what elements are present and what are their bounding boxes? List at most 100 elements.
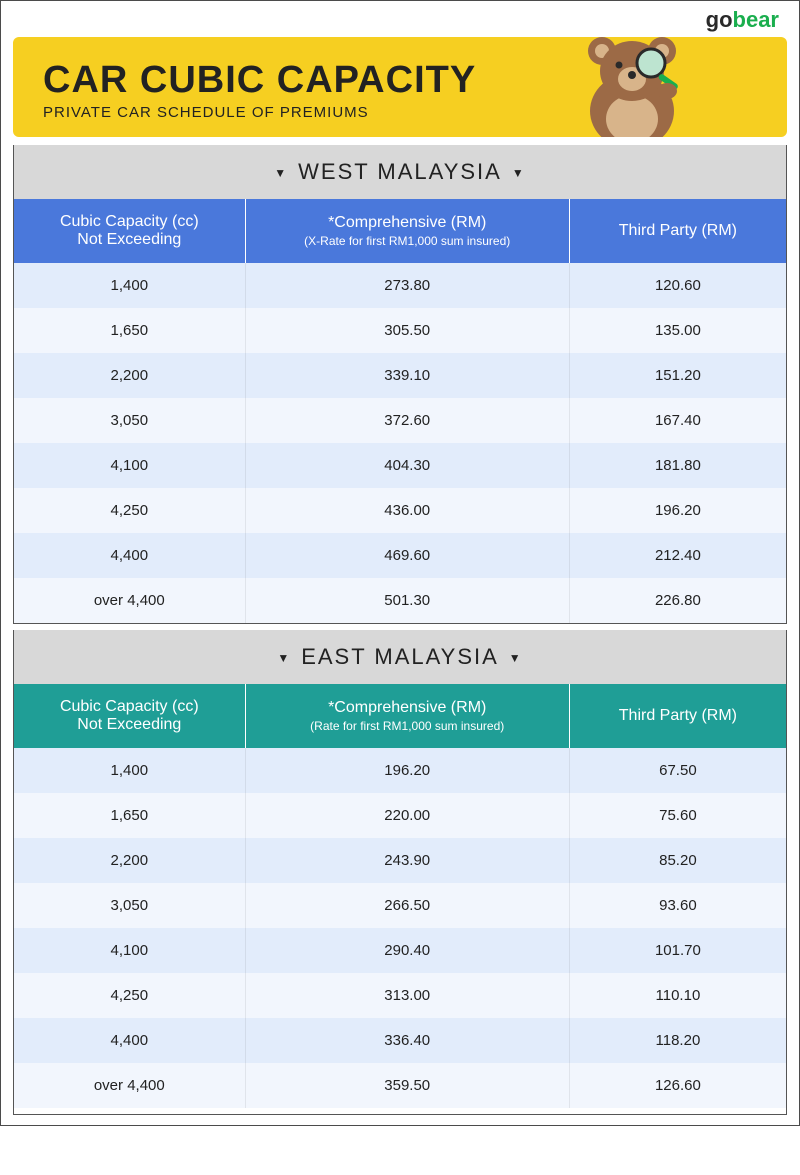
table-header-cell: *Comprehensive (RM) (Rate for first RM1,0… [246, 684, 570, 748]
table-cell: 1,650 [14, 308, 246, 353]
table-cell: 266.50 [246, 883, 570, 928]
table-row: 4,100404.30181.80 [14, 443, 786, 488]
table-cell: 85.20 [570, 838, 786, 883]
table-cell: 1,400 [14, 748, 246, 793]
table-cell: 181.80 [570, 443, 786, 488]
table-header-cell: *Comprehensive (RM) (X-Rate for first RM1… [246, 199, 570, 263]
header-note-text: (X-Rate for first RM1,000 sum insured) [254, 234, 561, 248]
table-cell: 196.20 [570, 488, 786, 533]
table-row: 1,650305.50135.00 [14, 308, 786, 353]
section-label: ▼WEST MALAYSIA▼ [13, 145, 787, 199]
logo-part1: go [706, 7, 733, 32]
table-cell: 3,050 [14, 883, 246, 928]
table-row: 1,400196.2067.50 [14, 748, 786, 793]
table-cell: 67.50 [570, 748, 786, 793]
bottom-spacer [1, 1115, 799, 1125]
table-cell: 243.90 [246, 838, 570, 883]
table-row: 1,650220.0075.60 [14, 793, 786, 838]
table-cell: 75.60 [570, 793, 786, 838]
table-cell: 118.20 [570, 1018, 786, 1063]
table-cell: 220.00 [246, 793, 570, 838]
table-cell: 4,400 [14, 533, 246, 578]
table-cell: 4,400 [14, 1018, 246, 1063]
logo-part2: bear [733, 7, 779, 32]
table-header-cell: Third Party (RM) [570, 199, 786, 263]
table-row: 2,200243.9085.20 [14, 838, 786, 883]
table-cell: 101.70 [570, 928, 786, 973]
table-header: Cubic Capacity (cc)Not Exceeding*Compreh… [14, 684, 786, 748]
table-cell: 4,100 [14, 928, 246, 973]
table-row: 1,400273.80120.60 [14, 263, 786, 308]
table-cell: 501.30 [246, 578, 570, 623]
premium-table: Cubic Capacity (cc)Not Exceeding*Compreh… [13, 199, 787, 624]
table-cell: over 4,400 [14, 1063, 246, 1108]
section-label: ▼EAST MALAYSIA▼ [13, 630, 787, 684]
table-cell: 372.60 [246, 398, 570, 443]
table-cell: 4,100 [14, 443, 246, 488]
table-cell: 339.10 [246, 353, 570, 398]
table-row: 3,050266.5093.60 [14, 883, 786, 928]
table-cell: 3,050 [14, 398, 246, 443]
table-row: 4,400469.60212.40 [14, 533, 786, 578]
table-cell: 167.40 [570, 398, 786, 443]
table-cell: 212.40 [570, 533, 786, 578]
table-header-cell: Cubic Capacity (cc)Not Exceeding [14, 199, 246, 263]
table-cell: 2,200 [14, 353, 246, 398]
table-cell: 469.60 [246, 533, 570, 578]
table-cell: 313.00 [246, 973, 570, 1018]
table-cell: 120.60 [570, 263, 786, 308]
table-cell: 336.40 [246, 1018, 570, 1063]
table-cell: 93.60 [570, 883, 786, 928]
triangle-down-icon: ▼ [264, 166, 298, 180]
table-cell: 290.40 [246, 928, 570, 973]
table-row: 4,400336.40118.20 [14, 1018, 786, 1063]
header-main-text: Cubic Capacity (cc) [22, 213, 237, 231]
table-row: over 4,400359.50126.60 [14, 1063, 786, 1108]
table-header-cell: Cubic Capacity (cc)Not Exceeding [14, 684, 246, 748]
table-row: 4,250313.00110.10 [14, 973, 786, 1018]
hero-banner: CAR CUBIC CAPACITY PRIVATE CAR SCHEDULE … [13, 37, 787, 137]
bear-mascot-icon [567, 37, 697, 137]
page-container: gobear CAR CUBIC CAPACITY PRIVATE CAR SC… [0, 0, 800, 1126]
sections-host: ▼WEST MALAYSIA▼Cubic Capacity (cc)Not Ex… [1, 145, 799, 1115]
section-label-text: EAST MALAYSIA [301, 644, 499, 669]
table-cell: 110.10 [570, 973, 786, 1018]
table-cell: 196.20 [246, 748, 570, 793]
table-cell: 2,200 [14, 838, 246, 883]
table-cell: 4,250 [14, 973, 246, 1018]
header-main-text: *Comprehensive (RM) [254, 214, 561, 232]
table-cell: 1,650 [14, 793, 246, 838]
header-main-text: Not Exceeding [22, 231, 237, 249]
table-cell: 226.80 [570, 578, 786, 623]
table-cell: 135.00 [570, 308, 786, 353]
table-row: 4,250436.00196.20 [14, 488, 786, 533]
table-row: 4,100290.40101.70 [14, 928, 786, 973]
table-row: over 4,400501.30226.80 [14, 578, 786, 623]
table-cell: 126.60 [570, 1063, 786, 1108]
table-cell: 436.00 [246, 488, 570, 533]
header-main-text: Third Party (RM) [578, 222, 778, 240]
header-note-text: (Rate for first RM1,000 sum insured) [254, 719, 561, 733]
table-cell: over 4,400 [14, 578, 246, 623]
table-cell: 4,250 [14, 488, 246, 533]
premium-table: Cubic Capacity (cc)Not Exceeding*Compreh… [13, 684, 787, 1115]
table-cell: 151.20 [570, 353, 786, 398]
table-header-cell: Third Party (RM) [570, 684, 786, 748]
table-row: 2,200339.10151.20 [14, 353, 786, 398]
table-cell: 404.30 [246, 443, 570, 488]
header-main-text: *Comprehensive (RM) [254, 699, 561, 717]
triangle-down-icon: ▼ [502, 166, 536, 180]
brand-logo: gobear [1, 1, 799, 37]
table-cell: 273.80 [246, 263, 570, 308]
section-label-text: WEST MALAYSIA [298, 159, 502, 184]
header-main-text: Cubic Capacity (cc) [22, 698, 237, 716]
table-cell: 1,400 [14, 263, 246, 308]
header-main-text: Third Party (RM) [578, 707, 778, 725]
table-cell: 305.50 [246, 308, 570, 353]
table-row: 3,050372.60167.40 [14, 398, 786, 443]
triangle-down-icon: ▼ [499, 651, 533, 665]
table-header: Cubic Capacity (cc)Not Exceeding*Compreh… [14, 199, 786, 263]
table-cell: 359.50 [246, 1063, 570, 1108]
triangle-down-icon: ▼ [267, 651, 301, 665]
header-main-text: Not Exceeding [22, 716, 237, 734]
